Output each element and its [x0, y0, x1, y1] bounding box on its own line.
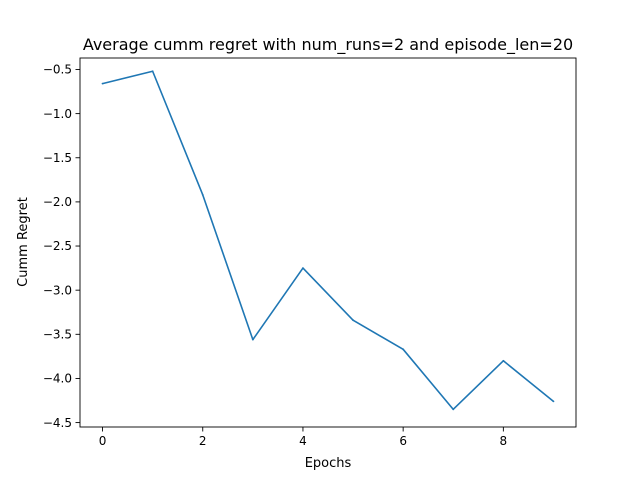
data-point — [552, 400, 555, 403]
y-tick-label: −4.0 — [43, 372, 72, 386]
data-point — [151, 70, 154, 73]
data-point — [402, 348, 405, 351]
data-point — [101, 82, 104, 85]
axes-frame — [79, 57, 577, 428]
y-tick-label: −3.5 — [43, 328, 72, 342]
data-point — [502, 359, 505, 362]
data-point — [352, 319, 354, 322]
y-tick-label: −4.5 — [43, 416, 72, 430]
plot-area: 0 2 4 6 8 −0.5 −1.0 −1.5 −2.0 −2.5 −3.0 −3.5 −4.0 −4.… — [43, 57, 577, 448]
x-tick-label: 8 — [500, 434, 508, 448]
y-tick-label: −2.5 — [43, 239, 72, 253]
x-tick-label: 0 — [99, 434, 107, 448]
x-tick-label: 6 — [399, 434, 407, 448]
y-tick-label: −0.5 — [43, 63, 72, 77]
y-tick-label: −1.0 — [43, 107, 72, 121]
chart-title: Average cumm regret with num_runs=2 and … — [83, 35, 573, 55]
data-point — [302, 267, 304, 270]
y-axis-label: Cumm Regret — [16, 197, 31, 287]
series-line-0 — [102, 70, 554, 411]
x-axis-label: Epochs — [305, 456, 352, 471]
y-tick-label: −1.5 — [43, 151, 72, 165]
x-tick-label: 4 — [299, 434, 307, 448]
y-tick-label: −3.0 — [43, 283, 72, 297]
y-tick-label: −2.0 — [43, 195, 72, 209]
data-point — [452, 408, 455, 411]
x-tick-label: 2 — [199, 434, 207, 448]
data-point — [201, 193, 204, 196]
data-point — [251, 338, 254, 341]
